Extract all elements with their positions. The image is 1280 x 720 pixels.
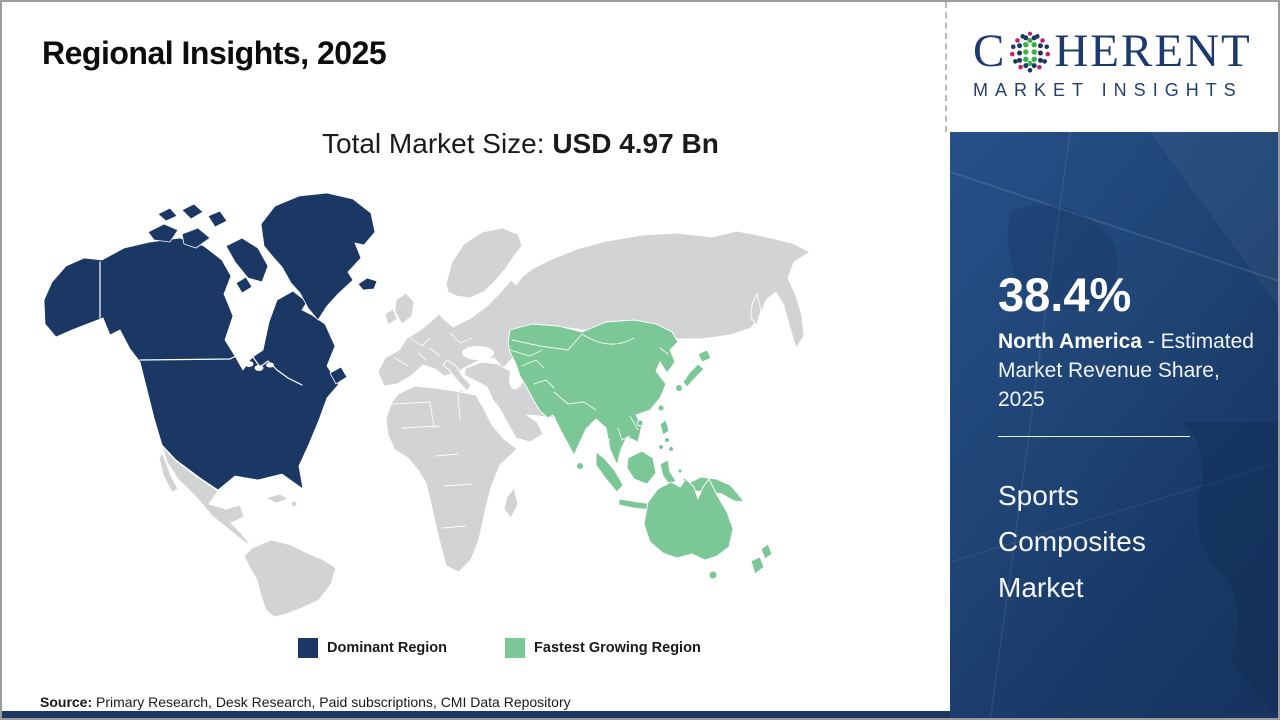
total-market-size-label: Total Market Size: bbox=[322, 128, 553, 159]
dotted-globe-icon bbox=[1010, 31, 1051, 73]
source-text: Primary Research, Desk Research, Paid su… bbox=[92, 694, 571, 710]
page-title: Regional Insights, 2025 bbox=[42, 35, 387, 71]
legend-label-fastest-growing: Fastest Growing Region bbox=[534, 640, 701, 656]
share-description-text: - Estimated Market Revenue Share, 2025 bbox=[998, 330, 1254, 412]
total-market-size: Total Market Size: USD 4.97 Bn bbox=[322, 128, 719, 160]
market-share-value: 38.4% bbox=[998, 268, 1132, 321]
brand-logo-wordmark: C bbox=[973, 28, 1252, 75]
market-share-description: North America - Estimated Market Revenue… bbox=[998, 327, 1260, 414]
legend-item-dominant: Dominant Region bbox=[298, 638, 447, 658]
legend: Dominant Region Fastest Growing Region bbox=[298, 638, 701, 658]
region-name: North America bbox=[998, 330, 1142, 354]
source-label: Source: bbox=[40, 694, 93, 710]
logo-text-herent: HERENT bbox=[1054, 25, 1252, 77]
logo-text-c: C bbox=[973, 25, 1007, 77]
world-map bbox=[30, 188, 822, 626]
legend-swatch-dominant bbox=[298, 638, 318, 658]
legend-item-fastest-growing: Fastest Growing Region bbox=[505, 638, 701, 658]
stats-sidebar: 38.4% North America - Estimated Market R… bbox=[950, 132, 1278, 718]
sidebar-divider bbox=[998, 436, 1190, 438]
world-map-svg bbox=[43, 192, 811, 618]
legend-swatch-fastest-growing bbox=[505, 638, 526, 658]
brand-logo: C bbox=[945, 2, 1278, 132]
market-name: Sports Composites Market bbox=[998, 480, 1146, 604]
legend-label-dominant: Dominant Region bbox=[327, 640, 448, 656]
bottom-accent-bar bbox=[2, 711, 1278, 718]
region-north-america bbox=[43, 192, 378, 491]
total-market-size-value: USD 4.97 Bn bbox=[552, 128, 719, 159]
sidebar-content: 38.4% North America - Estimated Market R… bbox=[950, 132, 1278, 611]
logo-tagline: MARKET INSIGHTS bbox=[973, 80, 1243, 100]
region-asia-pacific bbox=[507, 319, 773, 580]
source-note: Source: Primary Research, Desk Research,… bbox=[40, 694, 571, 710]
